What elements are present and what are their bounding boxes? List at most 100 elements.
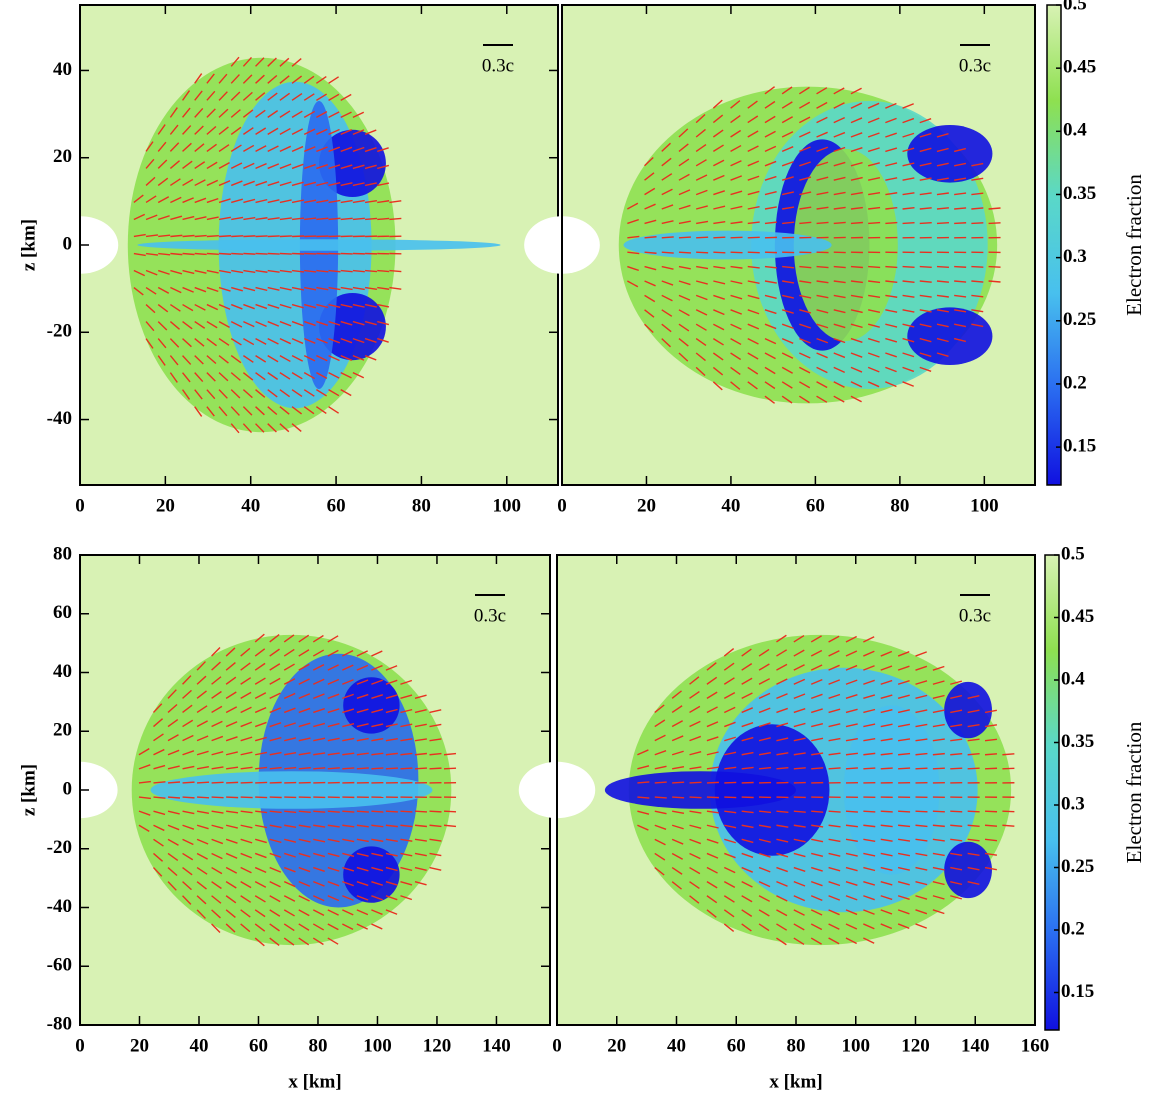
velocity-arrow <box>799 309 812 314</box>
velocity-arrow <box>868 206 881 210</box>
velocity-arrow <box>356 737 369 742</box>
velocity-arrow <box>689 720 701 728</box>
velocity-arrow <box>967 695 980 700</box>
velocity-arrow <box>747 206 760 210</box>
velocity-arrow <box>267 286 280 291</box>
velocity-arrow <box>167 703 178 713</box>
velocity-arrow <box>810 937 822 945</box>
velocity-arrow <box>352 354 365 361</box>
velocity-arrow <box>799 116 811 124</box>
velocity-arrow <box>919 280 932 283</box>
velocity-arrow <box>793 880 806 887</box>
velocity-arrow <box>327 852 340 858</box>
velocity-arrow <box>678 189 691 196</box>
velocity-arrow <box>211 690 222 699</box>
velocity-arrow <box>915 694 928 700</box>
velocity-arrow <box>400 708 413 714</box>
velocity-arrow <box>328 320 341 326</box>
velocity-arrow <box>967 753 980 756</box>
velocity-arrow <box>167 838 179 846</box>
velocity-arrow <box>371 866 384 872</box>
velocity-arrow <box>954 177 967 181</box>
velocity-arrow <box>255 162 267 170</box>
velocity-arrow <box>845 937 857 945</box>
velocity-arrow <box>340 146 353 153</box>
velocity-arrow <box>850 366 863 373</box>
velocity-arrow <box>196 661 206 671</box>
velocity-arrow <box>291 337 304 345</box>
velocity-arrow <box>793 649 805 657</box>
velocity-arrow <box>303 110 316 118</box>
velocity-arrow <box>242 74 253 84</box>
velocity-arrow <box>364 164 377 170</box>
velocity-arrow <box>181 90 191 101</box>
velocity-arrow <box>833 337 846 344</box>
velocity-arrow <box>169 321 180 330</box>
velocity-arrow <box>723 909 735 918</box>
velocity-arrow <box>776 866 788 873</box>
velocity-arrow <box>328 406 340 414</box>
velocity-arrow <box>816 381 828 389</box>
velocity-arrow <box>833 366 845 373</box>
velocity-arrow <box>291 93 303 101</box>
velocity-arrow <box>225 751 238 756</box>
velocity-arrow <box>283 866 296 873</box>
velocity-arrow <box>897 895 910 900</box>
velocity-arrow <box>724 736 737 742</box>
velocity-arrow <box>988 207 1001 210</box>
velocity-arrow <box>850 176 863 181</box>
velocity-arrow <box>267 372 279 380</box>
velocity-arrow <box>283 648 295 657</box>
velocity-arrow <box>158 269 170 275</box>
velocity-arrow <box>316 93 327 101</box>
velocity-arrow <box>377 320 390 326</box>
velocity-arrow <box>240 662 251 671</box>
velocity-arrow <box>385 767 398 770</box>
velocity-arrow <box>269 692 281 699</box>
velocity-arrow <box>919 352 932 358</box>
velocity-arrow <box>747 100 758 109</box>
velocity-arrow <box>255 252 268 255</box>
velocity-arrow <box>793 866 806 872</box>
velocity-arrow <box>414 723 427 728</box>
y-tick-label: 0 <box>63 778 73 799</box>
velocity-arrow <box>211 766 224 770</box>
velocity-arrow <box>919 147 932 153</box>
velocity-arrow <box>313 678 325 685</box>
velocity-arrow <box>810 635 822 643</box>
velocity-arrow <box>724 781 737 784</box>
velocity-arrow <box>170 252 183 256</box>
velocity-arrow <box>811 824 824 828</box>
colorbar-tick-label: 0.25 <box>1061 856 1094 877</box>
velocity-arrow <box>828 810 841 813</box>
velocity-arrow <box>385 708 398 714</box>
velocity-arrow <box>312 909 325 916</box>
velocity-arrow <box>377 200 390 204</box>
velocity-arrow <box>902 265 915 269</box>
velocity-arrow <box>145 176 156 186</box>
velocity-arrow <box>194 303 206 311</box>
velocity-arrow <box>414 694 427 700</box>
velocity-arrow <box>885 147 898 153</box>
velocity-arrow <box>689 781 702 784</box>
velocity-arrow <box>157 355 166 366</box>
velocity-arrow <box>242 389 253 399</box>
velocity-arrow <box>868 280 881 284</box>
velocity-arrow <box>226 796 239 799</box>
velocity-arrow <box>776 923 788 931</box>
velocity-arrow <box>654 750 667 756</box>
velocity-arrow <box>661 236 674 239</box>
velocity-arrow <box>880 752 893 756</box>
x-tick-label: 160 <box>1021 1035 1050 1056</box>
velocity-arrow <box>196 705 208 714</box>
velocity-arrow <box>230 406 240 416</box>
velocity-arrow <box>328 354 340 362</box>
velocity-arrow <box>781 352 794 359</box>
velocity-arrow <box>799 176 812 181</box>
velocity-arrow <box>850 337 863 343</box>
panel-frame <box>561 4 1036 486</box>
velocity-arrow <box>793 737 806 742</box>
velocity-arrow <box>758 895 771 902</box>
velocity-arrow <box>695 113 706 124</box>
velocity-arrow <box>206 125 217 135</box>
